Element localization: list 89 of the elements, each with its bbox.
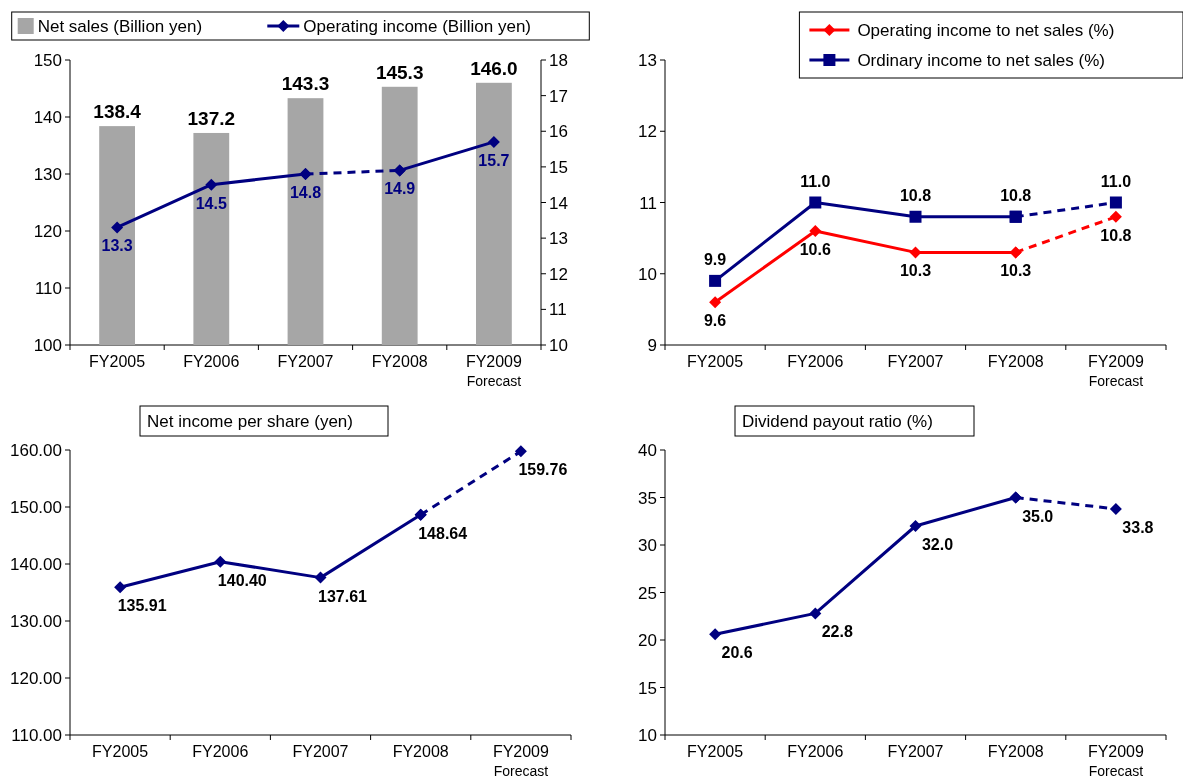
chart-title: Dividend payout ratio (%) (742, 412, 933, 431)
data-label: 10.8 (1000, 186, 1032, 204)
y-tick-label: 11 (639, 193, 657, 213)
data-label: 20.6 (721, 644, 753, 662)
y-tick-label: 140 (33, 108, 62, 127)
y2-tick-label: 14 (549, 193, 568, 213)
y-tick-label: 160.00 (10, 441, 62, 460)
y-tick-label: 30 (638, 536, 657, 555)
y-tick-label: 40 (638, 441, 657, 460)
data-label: 135.91 (117, 597, 167, 615)
data-label: 15.7 (478, 151, 510, 169)
y-tick-label: 15 (638, 678, 657, 698)
x-tick-label: FY2008 (392, 743, 449, 760)
x-tick-label: FY2007 (292, 743, 349, 760)
x-tick-label: FY2006 (192, 743, 249, 760)
data-label: 9.9 (703, 250, 727, 268)
x-tick-label: FY2007 (887, 743, 944, 760)
x-tick-label: FY2009 Forecast (1087, 353, 1145, 389)
legend-label: Operating income to net sales (%) (857, 21, 1115, 40)
legend-label: Net sales (Billion yen) (37, 17, 203, 36)
y2-tick-label: 13 (549, 229, 568, 249)
data-label: 159.76 (518, 461, 568, 479)
chart-title: Net income per share (yen) (147, 412, 353, 431)
data-label: 13.3 (101, 237, 133, 255)
data-label: 140.40 (217, 571, 267, 589)
x-tick-label: FY2005 (89, 353, 146, 370)
y-tick-label: 110 (34, 279, 62, 298)
data-label: 11.0 (800, 172, 831, 190)
data-label: 148.64 (418, 524, 468, 542)
x-tick-label: FY2009 Forecast (1087, 743, 1145, 779)
y2-tick-label: 18 (549, 51, 568, 70)
data-label: 14.9 (384, 180, 416, 198)
x-tick-label: FY2009 Forecast (465, 353, 523, 389)
y2-tick-label: 15 (549, 157, 568, 177)
data-label: 137.2 (187, 107, 236, 129)
data-label: 22.8 (821, 623, 853, 641)
x-tick-label: FY2009 Forecast (492, 743, 550, 779)
data-label: 35.0 (1022, 507, 1054, 525)
y-tick-label: 9 (647, 336, 657, 355)
y-tick-label: 150.00 (10, 498, 62, 517)
y2-tick-label: 11 (549, 300, 567, 320)
y-tick-label: 12 (638, 122, 657, 142)
y-tick-label: 110.00 (11, 726, 62, 745)
x-tick-label: FY2005 (92, 743, 149, 760)
legend-label: Operating income (Billion yen) (303, 17, 532, 36)
x-tick-label: FY2008 (987, 353, 1044, 370)
y-tick-label: 130.00 (10, 612, 62, 631)
y-tick-label: 10 (638, 264, 657, 284)
x-tick-label: FY2005 (687, 743, 744, 760)
y-tick-label: 140.00 (10, 555, 62, 574)
x-tick-label: FY2008 (371, 353, 428, 370)
x-tick-label: FY2007 (277, 353, 334, 370)
data-label: 143.3 (281, 73, 330, 95)
y2-tick-label: 16 (549, 122, 568, 142)
y-tick-label: 10 (638, 726, 657, 745)
y2-tick-label: 12 (549, 264, 568, 284)
y2-tick-label: 17 (549, 86, 568, 106)
x-tick-label: FY2007 (887, 353, 944, 370)
data-label: 145.3 (375, 61, 424, 83)
data-label: 11.0 (1100, 172, 1132, 190)
data-label: 14.5 (195, 194, 227, 212)
x-tick-label: FY2006 (183, 353, 240, 370)
legend-label: Ordinary income to net sales (%) (857, 51, 1105, 70)
y-tick-label: 13 (638, 51, 657, 70)
data-label: 138.4 (93, 101, 142, 123)
y-tick-label: 20 (638, 631, 657, 650)
data-label: 10.3 (1000, 262, 1032, 280)
y-tick-label: 120.00 (10, 669, 62, 688)
data-label: 9.6 (703, 312, 727, 330)
data-label: 33.8 (1122, 518, 1154, 536)
x-tick-label: FY2006 (787, 743, 844, 760)
y-tick-label: 35 (638, 488, 657, 508)
x-tick-label: FY2008 (987, 743, 1044, 760)
y-tick-label: 100 (33, 336, 62, 355)
y-tick-label: 120 (33, 222, 62, 241)
y-tick-label: 130 (33, 165, 62, 184)
data-label: 10.8 (899, 186, 932, 204)
data-label: 10.6 (799, 241, 831, 258)
y-tick-label: 25 (638, 583, 657, 603)
data-label: 146.0 (470, 57, 518, 79)
data-label: 10.3 (899, 262, 932, 280)
data-label: 10.8 (1100, 226, 1132, 244)
data-label: 137.61 (318, 587, 368, 605)
data-label: 14.8 (289, 184, 322, 201)
x-tick-label: FY2005 (687, 353, 744, 370)
y-tick-label: 150 (33, 51, 62, 70)
data-label: 32.0 (921, 536, 954, 553)
y2-tick-label: 10 (549, 336, 568, 355)
x-tick-label: FY2006 (787, 353, 844, 370)
